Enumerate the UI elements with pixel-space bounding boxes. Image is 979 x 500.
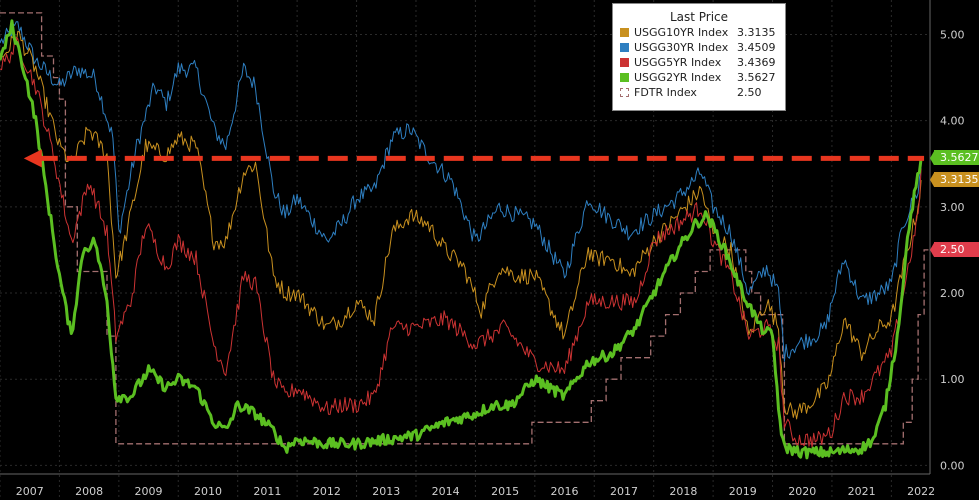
x-tick-label: 2020 xyxy=(788,485,816,498)
price-label-usgg2yr: 3.5627 xyxy=(934,150,979,165)
legend-swatch-usgg30yr xyxy=(620,43,629,52)
legend-label-usgg10yr: USGG10YR Index xyxy=(634,26,729,39)
grid-lines xyxy=(0,0,931,500)
series-line-fdtr xyxy=(0,12,930,445)
legend-value-usgg30yr: 3.4509 xyxy=(737,41,776,54)
x-tick-label: 2013 xyxy=(372,485,400,498)
series-line-usgg30yr xyxy=(0,21,922,362)
y-tick-label: 4.00 xyxy=(940,115,965,128)
legend-value-usgg2yr: 3.5627 xyxy=(737,71,776,84)
y-tick-label: 2.00 xyxy=(940,287,965,300)
x-tick-label: 2010 xyxy=(194,485,222,498)
x-tick-label: 2015 xyxy=(491,485,519,498)
x-tick-label: 2017 xyxy=(610,485,638,498)
x-tick-label: 2012 xyxy=(313,485,341,498)
plot-area xyxy=(0,12,934,460)
legend-entry-usgg5yr: USGG5YR Index 3.4369 xyxy=(613,55,785,70)
y-axis-labels: 0.00 1.00 2.00 3.00 4.00 5.00 xyxy=(940,28,965,472)
y-tick-label: 3.00 xyxy=(940,201,965,214)
y-tick-label: 0.00 xyxy=(940,459,965,472)
legend-title: Last Price xyxy=(669,10,729,24)
x-tick-label: 2011 xyxy=(253,485,281,498)
legend-entry-usgg10yr: USGG10YR Index 3.3135 xyxy=(613,25,785,40)
series-line-usgg5yr xyxy=(0,37,922,448)
series-line-usgg10yr xyxy=(0,30,922,420)
legend-swatch-usgg2yr xyxy=(620,73,629,82)
x-tick-label: 2008 xyxy=(75,485,103,498)
legend-label-fdtr: FDTR Index xyxy=(634,86,697,99)
x-tick-label: 2007 xyxy=(16,485,44,498)
x-tick-label: 2018 xyxy=(669,485,697,498)
legend-label-usgg30yr: USGG30YR Index xyxy=(634,41,729,54)
legend: Last Price USGG10YR Index 3.3135 USGG30Y… xyxy=(612,3,786,111)
legend-label-usgg2yr: USGG2YR Index xyxy=(634,71,722,84)
reference-arrow-head xyxy=(23,149,42,168)
legend-label-usgg5yr: USGG5YR Index xyxy=(634,56,722,69)
legend-entry-usgg30yr: USGG30YR Index 3.4509 xyxy=(613,40,785,55)
legend-swatch-fdtr xyxy=(620,88,629,97)
x-tick-label: 2016 xyxy=(551,485,579,498)
price-label-pointer xyxy=(930,151,934,166)
legend-value-fdtr: 2.50 xyxy=(737,86,762,99)
legend-value-usgg5yr: 3.4369 xyxy=(737,56,776,69)
x-tick-label: 2009 xyxy=(135,485,163,498)
price-label-pointer xyxy=(930,242,934,257)
legend-value-usgg10yr: 3.3135 xyxy=(737,26,776,39)
price-label-pointer xyxy=(930,172,934,187)
legend-swatch-usgg5yr xyxy=(620,58,629,67)
x-tick-label: 2019 xyxy=(729,485,757,498)
x-tick-label: 2014 xyxy=(432,485,460,498)
legend-swatch-usgg10yr xyxy=(620,28,629,37)
x-axis-labels: 2007 2008 2009 2010 2011 2012 2013 2014 2015 2016… xyxy=(16,485,935,498)
y-tick-label: 1.00 xyxy=(940,373,965,386)
legend-entry-fdtr: FDTR Index 2.50 xyxy=(613,85,785,100)
price-label-fdtr: 2.50 xyxy=(934,242,979,257)
legend-entry-usgg2yr: USGG2YR Index 3.5627 xyxy=(613,70,785,85)
x-tick-label: 2022 xyxy=(907,485,935,498)
series-line-usgg2yr xyxy=(0,19,923,460)
x-tick-label: 2021 xyxy=(848,485,876,498)
price-label-usgg10yr: 3.3135 xyxy=(934,172,979,187)
y-tick-label: 5.00 xyxy=(940,28,965,41)
